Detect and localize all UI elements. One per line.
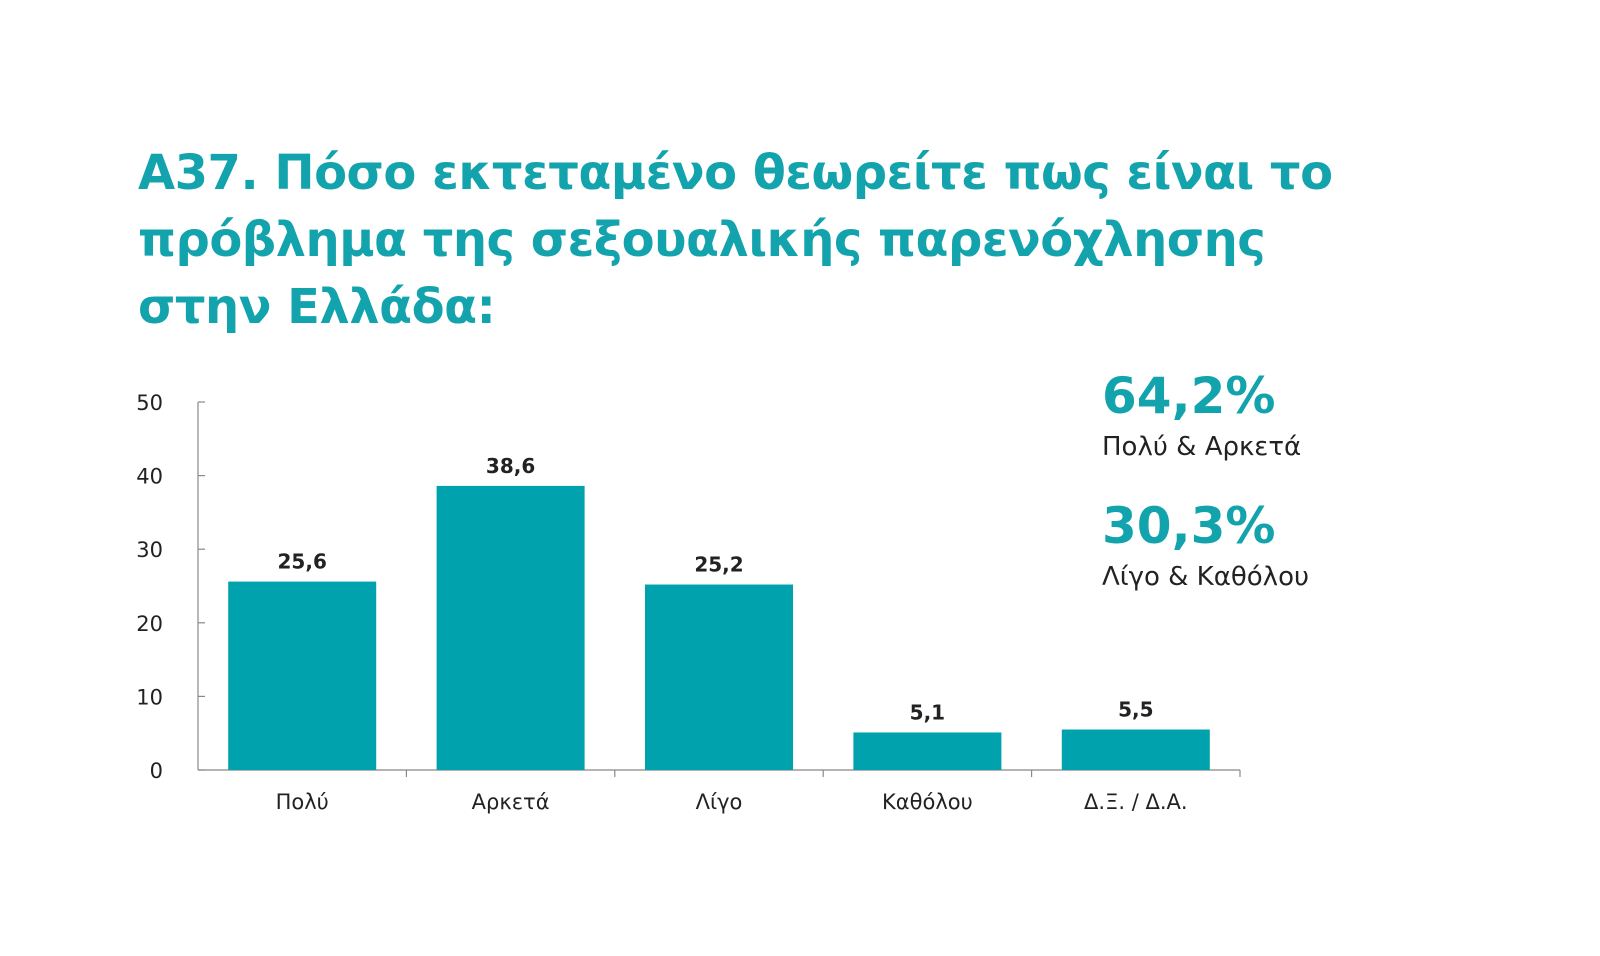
data-label-0: 25,6 [278,550,327,574]
category-label-4: Δ.Ξ. / Δ.Α. [1084,790,1188,814]
y-tick-label-1: 10 [136,685,163,709]
bar-4 [1061,729,1210,770]
title-line-1: A37. Πόσο εκτεταμένο θεωρείτε πως είναι … [138,145,1333,201]
bar-1 [436,485,585,770]
y-tick-label-5: 50 [136,391,163,415]
summary-negative-value: 30,3% [1102,497,1276,555]
category-label-1: Αρκετά [472,790,550,814]
chart-title: A37. Πόσο εκτεταμένο θεωρείτε πως είναι … [138,140,1338,341]
summary-positive-label: Πολύ & Αρκετά [1102,432,1302,462]
category-label-2: Λίγο [696,790,743,814]
category-label-3: Καθόλου [882,790,973,814]
summary-positive: 64,2% Πολύ & Αρκετά [1102,368,1301,464]
summary-negative: 30,3% Λίγο & Καθόλου [1102,498,1309,594]
title-line-3: στην Ελλάδα: [138,279,496,335]
title-line-2: πρόβλημα της σεξουαλικής παρενόχλησης [138,212,1266,268]
data-label-4: 5,5 [1118,698,1153,722]
y-tick-label-2: 20 [136,612,163,636]
data-label-1: 38,6 [486,454,535,478]
data-label-2: 25,2 [694,553,743,577]
y-tick-label-3: 30 [136,538,163,562]
y-tick-label-4: 40 [136,465,163,489]
summary-positive-value: 64,2% [1102,367,1276,425]
category-label-0: Πολύ [276,790,329,814]
bar-2 [645,584,793,770]
y-tick-label-0: 0 [150,759,163,783]
bar-0 [228,581,377,770]
data-label-3: 5,1 [910,700,945,724]
bar-3 [853,732,1002,770]
summary-negative-label: Λίγο & Καθόλου [1102,562,1310,592]
